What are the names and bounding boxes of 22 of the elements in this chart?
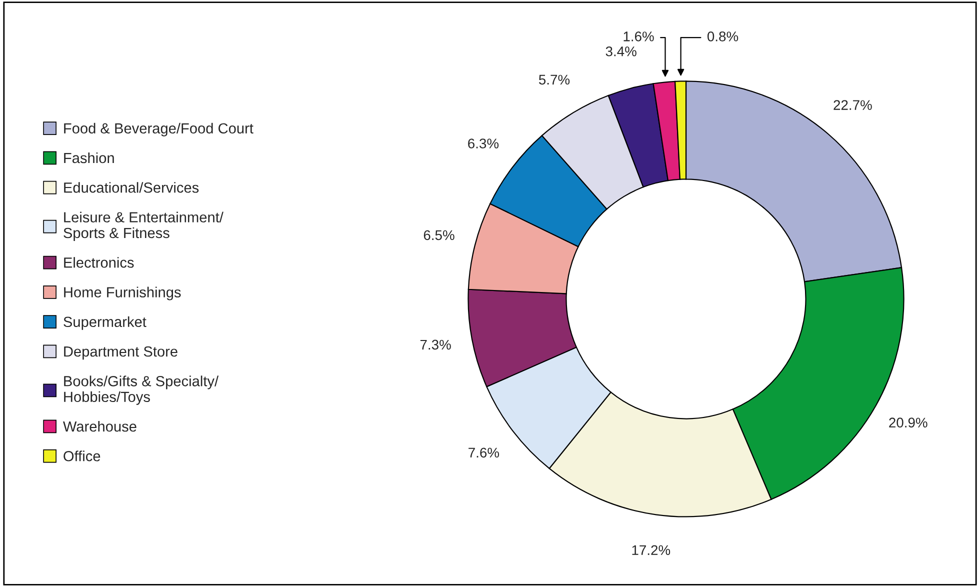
data-label: 7.6%	[468, 448, 500, 458]
legend-label: Books/Gifts & Specialty/ Hobbies/Toys	[64, 376, 219, 405]
data-label: 17.2%	[632, 545, 670, 555]
data-label: 22.7%	[834, 100, 872, 110]
data-label: 20.9%	[889, 418, 928, 428]
data-label: 0.8%	[707, 32, 738, 42]
legend-label: Leisure & Entertainment/ Sports & Fitness	[64, 212, 224, 242]
data-label: 7.3%	[420, 340, 451, 350]
legend-label: Warehouse	[63, 420, 136, 432]
data-label: 3.4%	[606, 46, 636, 56]
data-label: 6.5%	[424, 230, 454, 240]
legend-label: Office	[64, 450, 100, 462]
data-label: 5.7%	[538, 74, 570, 85]
data-label: 1.6%	[624, 32, 654, 42]
legend-label: Home Furnishings	[64, 286, 181, 300]
legend-label: Department Store	[64, 346, 178, 360]
legend-label: Fashion	[64, 152, 114, 164]
legend-label: Supermarket	[64, 316, 146, 330]
legend-label: Food & Beverage/Food Court	[64, 122, 254, 136]
data-label: 6.3%	[468, 138, 499, 148]
legend-label: Electronics	[64, 257, 134, 268]
legend-label: Educational/Services	[64, 182, 199, 193]
